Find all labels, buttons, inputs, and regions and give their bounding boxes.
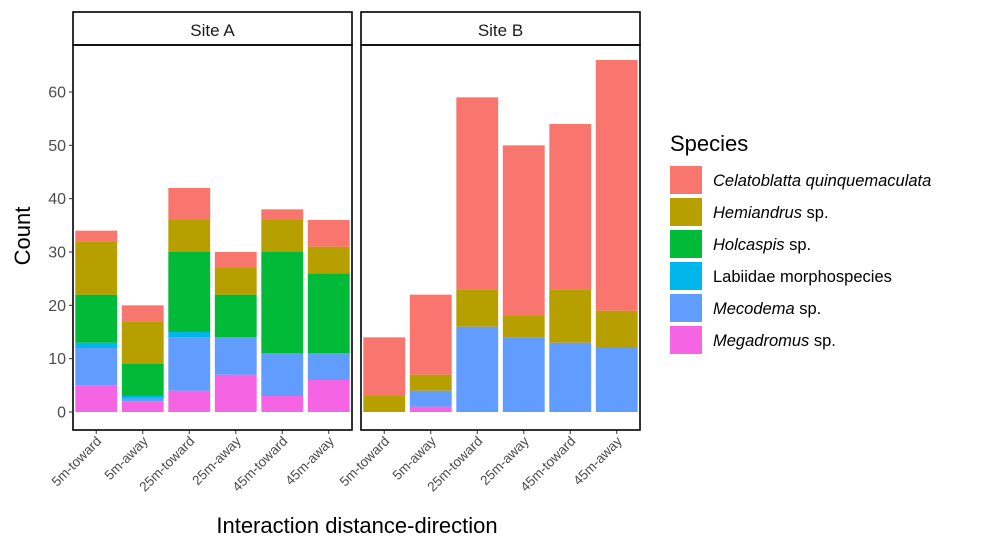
bar-segment: [261, 220, 304, 252]
bar-segment: [75, 385, 118, 412]
bar-segment: [261, 209, 304, 220]
legend-swatch: [670, 262, 702, 290]
bar-segment: [409, 294, 452, 375]
y-tick-label: 20: [48, 298, 66, 315]
panel-2: Site B5m-toward5m-away25m-toward25m-away…: [337, 11, 641, 495]
y-tick-label: 10: [48, 351, 66, 368]
legend-swatch: [670, 166, 702, 194]
bar-segment: [409, 390, 452, 407]
bar-segment: [363, 396, 406, 412]
legend-title: Species: [670, 131, 748, 156]
panel-1: Site A5m-toward5m-away25m-toward25m-away…: [49, 11, 353, 495]
y-axis: 0 10 20 30 40 50 60: [48, 85, 73, 422]
y-tick-label: 50: [48, 138, 66, 155]
legend-label: Megadromus sp.: [713, 332, 836, 350]
bar-segment: [121, 401, 164, 412]
bar-segment: [75, 348, 118, 386]
bar-segment: [549, 342, 592, 412]
bar-segment: [261, 252, 304, 354]
bar-segment: [214, 294, 257, 338]
bar-segment: [214, 252, 257, 268]
legend-swatch: [670, 198, 702, 226]
chart-panels: Site A5m-toward5m-away25m-toward25m-away…: [49, 11, 641, 495]
panel-title: Site A: [190, 21, 235, 40]
bar-segment: [549, 289, 592, 343]
bar-segment: [261, 353, 304, 396]
bar-segment: [502, 337, 545, 412]
legend-swatch: [670, 230, 702, 258]
legend-item: Holcaspis sp.: [670, 230, 811, 258]
bar-segment: [121, 396, 164, 399]
bar-segment: [595, 60, 638, 311]
legend-label: Mecodema sp.: [713, 300, 821, 318]
x-axis-title: Interaction distance-direction: [216, 513, 497, 538]
y-axis-title: Count: [10, 207, 35, 266]
bar-segment: [307, 273, 350, 354]
legend-item: Celatoblatta quinquemaculata: [670, 166, 931, 194]
panel-strip: [360, 11, 641, 46]
panel-strip: [72, 11, 353, 46]
legend-label: Holcaspis sp.: [713, 236, 811, 254]
legend-label: Labiidae morphospecies: [713, 268, 892, 286]
bar-segment: [168, 220, 211, 252]
x-tick-label: 45m-away: [570, 433, 625, 488]
bar-segment: [261, 396, 304, 412]
bar-segment: [456, 326, 499, 412]
bar-segment: [595, 310, 638, 348]
bar-segment: [121, 321, 164, 364]
legend-item: Mecodema sp.: [670, 294, 821, 322]
bar-segment: [502, 316, 545, 338]
bar-segment: [502, 145, 545, 316]
y-tick-label: 60: [48, 85, 66, 102]
bar-segment: [121, 398, 164, 402]
bar-segment: [121, 364, 164, 396]
bar-segment: [75, 342, 118, 348]
bar-segment: [214, 268, 257, 295]
bar-segment: [75, 294, 118, 343]
bar-segment: [409, 374, 452, 391]
bar-segment: [307, 380, 350, 412]
bar-segment: [363, 337, 406, 396]
bar-segment: [595, 348, 638, 412]
bar-segment: [307, 246, 350, 274]
y-tick-label: 30: [48, 245, 66, 262]
bar-segment: [456, 289, 499, 327]
bar-segment: [75, 241, 118, 295]
x-tick-label: 5m-toward: [49, 434, 105, 490]
bar-segment: [168, 390, 211, 412]
legend: Species Celatoblatta quinquemaculata Hemi…: [670, 131, 931, 354]
bar-segment: [75, 230, 118, 242]
legend-item: Labiidae morphospecies: [670, 262, 892, 290]
panel-border: [360, 44, 641, 431]
bar-segment: [168, 188, 211, 220]
y-tick-label: 0: [57, 405, 66, 422]
bar-segment: [409, 406, 452, 412]
bar-segment: [168, 252, 211, 332]
bar-segment: [307, 220, 350, 247]
y-tick-label: 40: [48, 191, 66, 208]
legend-item: Hemiandrus sp.: [670, 198, 829, 226]
bar-segment: [168, 337, 211, 391]
bar-segment: [456, 97, 499, 290]
bar-segment: [549, 124, 592, 290]
bar-segment: [307, 353, 350, 380]
legend-swatch: [670, 326, 702, 354]
x-tick-label: 45m-away: [282, 433, 337, 488]
x-tick-label: 5m-toward: [337, 434, 393, 490]
panel-title: Site B: [478, 21, 523, 40]
legend-label: Hemiandrus sp.: [713, 204, 829, 222]
panel-border: [72, 44, 353, 431]
bar-segment: [214, 337, 257, 375]
legend-label: Celatoblatta quinquemaculata: [713, 172, 931, 190]
bar-segment: [121, 305, 164, 322]
legend-swatch: [670, 294, 702, 322]
bar-segment: [168, 332, 211, 338]
bar-segment: [214, 374, 257, 412]
legend-item: Megadromus sp.: [670, 326, 836, 354]
